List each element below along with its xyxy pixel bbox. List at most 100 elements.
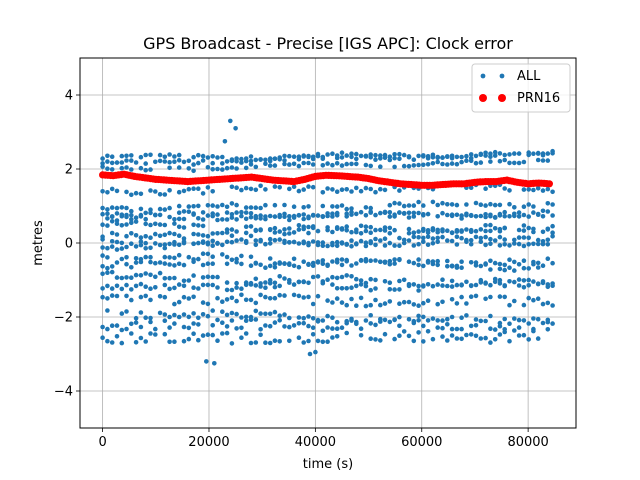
data-point-all bbox=[287, 162, 292, 167]
data-point-all bbox=[445, 162, 450, 167]
data-point-all bbox=[334, 260, 340, 265]
data-point-all bbox=[526, 187, 531, 192]
data-point-all bbox=[502, 157, 508, 163]
data-point-all bbox=[282, 161, 287, 167]
data-point-all bbox=[100, 237, 105, 242]
data-point-all bbox=[253, 187, 259, 193]
data-point-all bbox=[483, 186, 488, 191]
data-point-all bbox=[172, 221, 177, 226]
data-point-all bbox=[354, 261, 359, 266]
data-point-all bbox=[330, 187, 335, 192]
data-point-all bbox=[181, 312, 187, 317]
data-point-all bbox=[248, 211, 254, 216]
data-point-all bbox=[215, 231, 220, 236]
data-point-all bbox=[373, 277, 378, 283]
data-point-all bbox=[368, 186, 374, 192]
data-point-all bbox=[157, 158, 163, 164]
data-point-all bbox=[114, 218, 120, 223]
data-point-all bbox=[272, 265, 278, 270]
data-point-all bbox=[445, 258, 450, 264]
data-point-all bbox=[488, 159, 493, 164]
data-point-all bbox=[114, 283, 120, 289]
data-point-all bbox=[143, 284, 148, 290]
data-point-all bbox=[191, 285, 196, 291]
data-point-all bbox=[306, 280, 311, 286]
data-point-all bbox=[397, 314, 402, 320]
data-point-all bbox=[468, 241, 474, 247]
data-point-all bbox=[114, 188, 120, 194]
data-point-all bbox=[358, 333, 364, 338]
data-point-all bbox=[210, 213, 215, 219]
data-point-all bbox=[105, 296, 110, 301]
data-point-all bbox=[191, 259, 196, 265]
data-point-all bbox=[215, 295, 220, 301]
data-point-all bbox=[119, 286, 125, 292]
data-point-all bbox=[129, 217, 134, 222]
data-point-all bbox=[124, 233, 129, 239]
data-point-all bbox=[215, 212, 220, 217]
y-tick-label: 2 bbox=[65, 163, 73, 178]
data-point-all bbox=[234, 217, 239, 222]
data-point-all bbox=[330, 162, 335, 168]
data-point-all bbox=[296, 223, 302, 228]
data-point-all bbox=[200, 262, 206, 268]
data-point-all bbox=[243, 210, 249, 215]
data-point-all bbox=[267, 227, 273, 232]
data-point-all bbox=[172, 263, 177, 268]
data-point-all bbox=[550, 202, 555, 207]
data-point-all bbox=[401, 277, 407, 283]
data-point-all bbox=[387, 231, 393, 236]
data-point-all bbox=[224, 239, 230, 245]
data-point-all bbox=[282, 214, 287, 219]
data-point-all bbox=[143, 339, 148, 344]
data-point-all bbox=[521, 223, 527, 228]
data-point-all bbox=[512, 316, 517, 321]
data-point-all bbox=[435, 318, 441, 323]
data-point-all bbox=[464, 313, 469, 318]
data-point-all bbox=[540, 279, 546, 284]
legend-marker-prn16 bbox=[498, 94, 506, 102]
data-point-all bbox=[186, 336, 192, 342]
data-point-all bbox=[363, 185, 369, 191]
data-point-all bbox=[287, 217, 292, 223]
data-point-all bbox=[330, 315, 335, 321]
data-point-all bbox=[440, 318, 445, 323]
data-point-all bbox=[162, 294, 168, 300]
data-point-all bbox=[291, 215, 297, 220]
data-point-all bbox=[162, 222, 168, 228]
data-point-all bbox=[521, 265, 527, 271]
data-point-all bbox=[378, 186, 383, 192]
data-point-all bbox=[167, 188, 172, 193]
data-point-all bbox=[516, 160, 522, 166]
data-point-all bbox=[382, 209, 388, 215]
data-point-all bbox=[114, 247, 120, 252]
data-point-all bbox=[243, 224, 249, 229]
data-point-all bbox=[306, 160, 311, 166]
x-axis-label: time (s) bbox=[303, 457, 353, 472]
data-point-all bbox=[109, 154, 115, 159]
data-point-all bbox=[545, 186, 551, 192]
data-point-all bbox=[301, 340, 307, 345]
data-point-all bbox=[334, 319, 340, 325]
data-point-all bbox=[191, 321, 196, 326]
data-point-all bbox=[138, 273, 144, 278]
data-point-all bbox=[306, 294, 311, 300]
data-point-all bbox=[124, 244, 129, 250]
data-point-all bbox=[196, 160, 201, 166]
data-point-all bbox=[430, 283, 436, 289]
data-point-all bbox=[196, 203, 201, 209]
data-point-all bbox=[222, 139, 228, 144]
data-point-all bbox=[186, 314, 192, 320]
data-point-all bbox=[129, 167, 134, 172]
data-point-all bbox=[488, 201, 493, 207]
data-point-all bbox=[502, 152, 508, 158]
data-point-all bbox=[267, 158, 273, 164]
data-point-all bbox=[440, 234, 445, 240]
data-point-all bbox=[124, 222, 129, 227]
data-point-all bbox=[224, 280, 230, 285]
data-point-all bbox=[119, 311, 125, 316]
data-point-all bbox=[119, 246, 125, 251]
data-point-all bbox=[220, 217, 225, 222]
data-point-all bbox=[100, 245, 105, 250]
data-point-all bbox=[200, 282, 206, 288]
